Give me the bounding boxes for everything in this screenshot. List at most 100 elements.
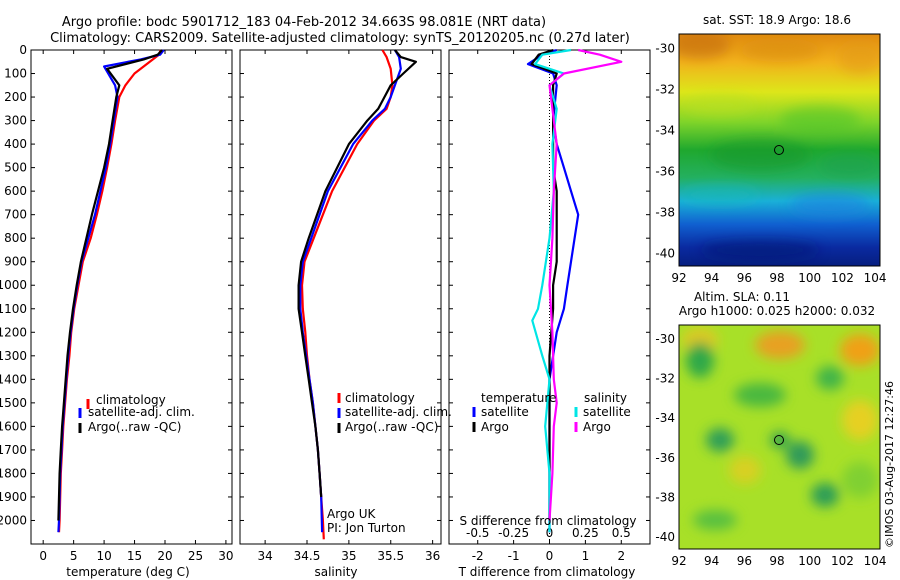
legend-label-temp-argo: Argo xyxy=(481,420,509,434)
salinity-xtick-label: 36 xyxy=(425,549,440,563)
credit-line1: Argo UK xyxy=(327,507,376,521)
salinity-xtick-label: 34.5 xyxy=(294,549,321,563)
depth-tick-label: 1600 xyxy=(0,419,27,433)
depth-tick-label: 1700 xyxy=(0,443,27,457)
depth-tick-label: 2000 xyxy=(0,513,27,527)
salinity-series-argo-raw-qc xyxy=(297,49,417,498)
salinity-series-climatology xyxy=(300,49,394,540)
sla_map-lon-tick-label: 98 xyxy=(769,554,784,568)
difference-xtick-label: -2 xyxy=(472,549,484,563)
legend-label-argo: Argo(..raw -QC) xyxy=(88,420,181,434)
temperature-series-argo-raw-qc xyxy=(57,49,163,521)
sla_map-lat-tick-label: -38 xyxy=(655,490,675,504)
sst_map-lat-tick-label: -34 xyxy=(655,123,675,137)
s-difference-label: S difference from climatology xyxy=(460,514,637,528)
sla_map-lon-tick-label: 100 xyxy=(798,554,821,568)
difference-xlabel: T difference from climatology xyxy=(458,565,636,579)
salinity-xlabel: salinity xyxy=(314,565,357,579)
sst-map-image xyxy=(679,34,880,266)
difference-series-argo xyxy=(548,48,623,521)
sla-map-frame xyxy=(678,324,881,550)
difference-stick-label: -0.5 xyxy=(466,526,489,540)
legend-label-climatology: climatology xyxy=(96,393,166,407)
depth-tick-label: 1500 xyxy=(0,396,27,410)
sla_map-lat-tick-label: -34 xyxy=(655,411,675,425)
sla_map-lon-tick-label: 92 xyxy=(671,554,686,568)
sst_map-lat-tick-label: -36 xyxy=(655,165,675,179)
temperature-series-climatology xyxy=(57,49,162,533)
sla_map-lat-tick-label: -40 xyxy=(655,530,675,544)
depth-tick-label: 900 xyxy=(4,255,27,269)
sla_map-lat-tick-label: -36 xyxy=(655,451,675,465)
temperature-panel-frame xyxy=(30,49,233,545)
depth-tick-label: 300 xyxy=(4,114,27,128)
sst_map-lon-tick-label: 96 xyxy=(737,271,752,285)
depth-tick-label: 800 xyxy=(4,231,27,245)
difference-series-satellite xyxy=(531,48,572,533)
depth-tick-label: 600 xyxy=(4,184,27,198)
figure-title-line2: Climatology: CARS2009. Satellite-adjuste… xyxy=(50,31,630,46)
temperature-xtick-label: 20 xyxy=(157,549,172,563)
sla-map-title: Altim. SLA: 0.11 xyxy=(694,290,790,304)
difference-stick-label: 0.25 xyxy=(572,526,599,540)
sst_map-lon-tick-label: 98 xyxy=(769,271,784,285)
sst_map-lat-tick-label: -40 xyxy=(655,247,675,261)
salinity-legend: climatology satellite-adj. clim. Argo(..… xyxy=(337,391,452,434)
legend-label-temp-satellite: satellite xyxy=(481,405,529,419)
temperature-xtick-label: 0 xyxy=(39,549,47,563)
salinity-xtick-label: 34 xyxy=(257,549,272,563)
legend-label-argo: Argo(..raw -QC) xyxy=(345,420,438,434)
temperature-xtick-label: 10 xyxy=(96,549,111,563)
sla_map-lat-tick-label: -30 xyxy=(655,332,675,346)
sst-map-title: sat. SST: 18.9 Argo: 18.6 xyxy=(703,13,851,27)
sla_map-lat-tick-label: -32 xyxy=(655,372,675,386)
legend-label-sal-satellite: satellite xyxy=(583,405,631,419)
sst_map-lon-tick-label: 94 xyxy=(704,271,719,285)
sst_map-lat-tick-label: -30 xyxy=(655,41,675,55)
depth-tick-label: 1800 xyxy=(0,466,27,480)
legend-title-salinity: salinity xyxy=(584,391,627,405)
sla_map-lon-tick-label: 94 xyxy=(704,554,719,568)
sst-map-frame xyxy=(678,33,881,267)
difference-xtick-label: -1 xyxy=(508,549,520,563)
sla-map-subtitle: Argo h1000: 0.025 h2000: 0.032 xyxy=(679,304,875,318)
legend-label-satellite-adj: satellite-adj. clim. xyxy=(345,405,452,419)
difference-stick-label: 0.5 xyxy=(612,526,631,540)
depth-tick-label: 1900 xyxy=(0,490,27,504)
depth-tick-label: 400 xyxy=(4,137,27,151)
difference-xtick-label: 2 xyxy=(617,549,625,563)
imos-watermark: ©IMOS 03-Aug-2017 12:27:46 xyxy=(883,381,896,548)
sst-argo-location-marker xyxy=(774,145,784,155)
temperature-xtick-label: 5 xyxy=(70,549,78,563)
sst_map-lon-tick-label: 92 xyxy=(671,271,686,285)
salinity-series-satellite-adj-clim xyxy=(299,49,402,533)
temperature-xtick-label: 15 xyxy=(127,549,142,563)
depth-tick-label: 500 xyxy=(4,161,27,175)
legend-label-climatology: climatology xyxy=(345,391,415,405)
difference-xtick-label: 0 xyxy=(546,549,554,563)
figure-title-line1: Argo profile: bodc 5901712_183 04-Feb-20… xyxy=(62,15,546,30)
difference-series-argo xyxy=(530,48,558,521)
salinity-panel-frame xyxy=(239,49,442,545)
salinity-xtick-label: 35 xyxy=(341,549,356,563)
depth-tick-label: 100 xyxy=(4,67,27,81)
depth-tick-label: 1200 xyxy=(0,325,27,339)
legend-label-sal-argo: Argo xyxy=(583,420,611,434)
difference-legend: temperature salinity satellite Argo sate… xyxy=(472,391,631,434)
sst_map-lon-tick-label: 102 xyxy=(831,271,854,285)
temperature-xtick-label: 30 xyxy=(218,549,233,563)
sla_map-lon-tick-label: 96 xyxy=(737,554,752,568)
depth-tick-label: 0 xyxy=(19,43,27,57)
legend-title-temperature: temperature xyxy=(481,391,556,405)
depth-tick-label: 1300 xyxy=(0,349,27,363)
sla_map-lon-tick-label: 104 xyxy=(864,554,887,568)
credit-line2: PI: Jon Turton xyxy=(327,521,406,535)
depth-tick-label: 1000 xyxy=(0,278,27,292)
depth-tick-label: 1400 xyxy=(0,372,27,386)
temperature-xtick-label: 25 xyxy=(188,549,203,563)
difference-xtick-label: 1 xyxy=(582,549,590,563)
sst_map-lon-tick-label: 100 xyxy=(798,271,821,285)
legend-label-satellite-adj: satellite-adj. clim. xyxy=(88,405,195,419)
temperature-series-satellite-adj-clim xyxy=(57,49,165,533)
